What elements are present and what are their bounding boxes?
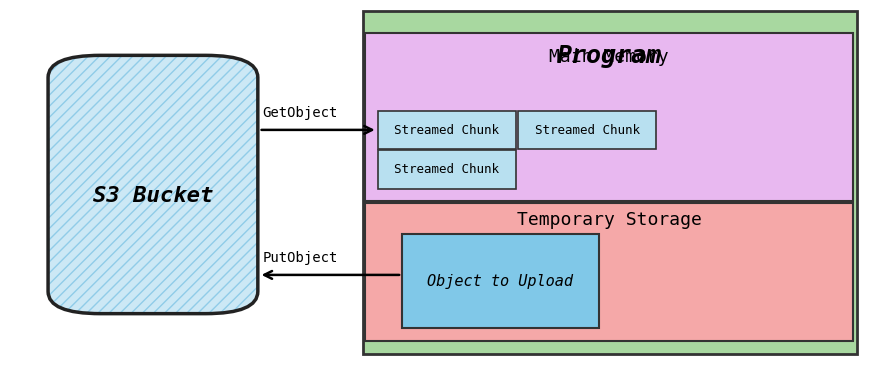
Text: Main Memory: Main Memory bbox=[550, 48, 669, 66]
Text: Streamed Chunk: Streamed Chunk bbox=[535, 124, 640, 137]
Text: PutObject: PutObject bbox=[262, 251, 337, 265]
Text: Object to Upload: Object to Upload bbox=[427, 274, 573, 289]
Text: S3 Bucket: S3 Bucket bbox=[93, 186, 213, 206]
Text: Temporary Storage: Temporary Storage bbox=[517, 211, 702, 228]
FancyBboxPatch shape bbox=[363, 11, 857, 354]
FancyBboxPatch shape bbox=[518, 111, 656, 149]
Text: GetObject: GetObject bbox=[262, 106, 337, 120]
FancyBboxPatch shape bbox=[378, 150, 516, 189]
FancyBboxPatch shape bbox=[365, 33, 853, 201]
Text: Streamed Chunk: Streamed Chunk bbox=[394, 163, 499, 176]
FancyBboxPatch shape bbox=[402, 234, 599, 328]
FancyBboxPatch shape bbox=[48, 55, 258, 314]
Text: Streamed Chunk: Streamed Chunk bbox=[394, 124, 499, 137]
FancyBboxPatch shape bbox=[378, 111, 516, 149]
FancyBboxPatch shape bbox=[365, 203, 853, 341]
Text: Program: Program bbox=[557, 44, 662, 68]
